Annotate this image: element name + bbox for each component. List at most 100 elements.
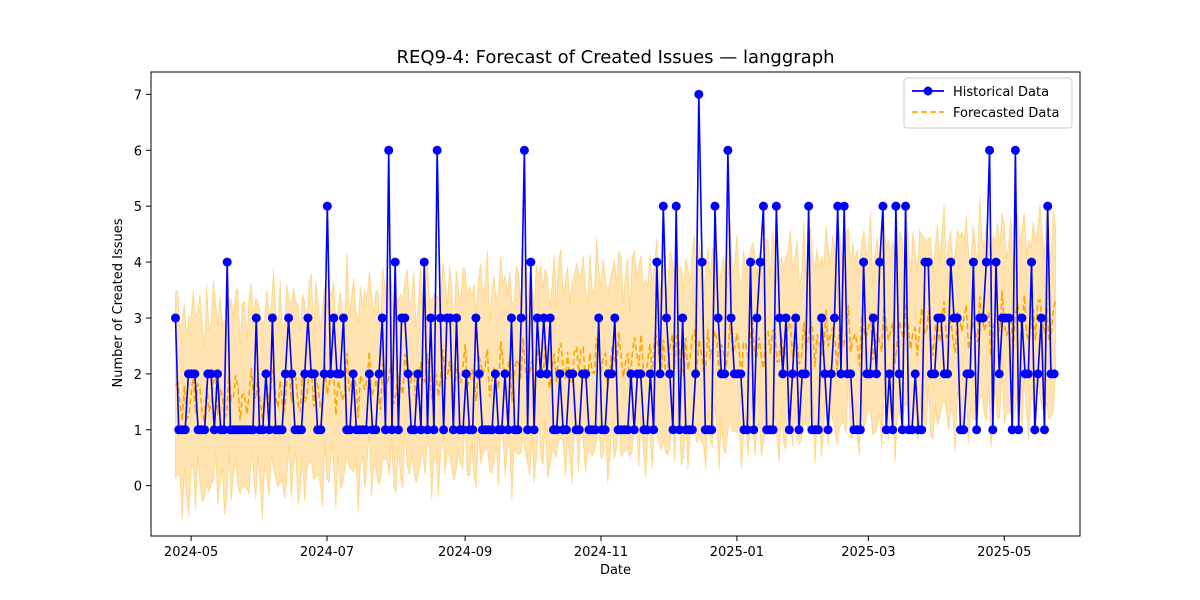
historical-point (823, 425, 833, 435)
historical-point (513, 425, 523, 435)
historical-point (487, 425, 497, 435)
historical-point (348, 369, 358, 379)
historical-point (994, 369, 1004, 379)
historical-point (891, 201, 901, 211)
legend-box (903, 77, 1073, 129)
historical-point (590, 425, 600, 435)
historical-point (820, 369, 830, 379)
legend-historical-marker (923, 86, 933, 96)
historical-point (1023, 369, 1033, 379)
historical-point (791, 313, 801, 323)
historical-point (432, 145, 442, 155)
x-axis-label: Date (600, 563, 631, 578)
historical-point (978, 313, 988, 323)
historical-point (930, 369, 940, 379)
y-tick-label: 4 (134, 256, 142, 271)
historical-point (794, 425, 804, 435)
historical-point (888, 425, 898, 435)
historical-point (894, 369, 904, 379)
historical-point (662, 313, 672, 323)
historical-point (552, 425, 562, 435)
historical-point (965, 369, 975, 379)
historical-point (416, 425, 426, 435)
historical-point (884, 369, 894, 379)
historical-point (800, 369, 810, 379)
historical-point (878, 201, 888, 211)
historical-point (1033, 369, 1043, 379)
y-tick-label: 2 (134, 368, 142, 383)
historical-point (988, 425, 998, 435)
historical-point (668, 425, 678, 435)
historical-point (817, 313, 827, 323)
x-tick-label: 2024-05 (164, 545, 218, 560)
historical-point (445, 313, 455, 323)
historical-point (871, 369, 881, 379)
historical-point (426, 313, 436, 323)
historical-point (461, 369, 471, 379)
historical-point (610, 313, 620, 323)
historical-point (875, 257, 885, 267)
historical-point (400, 313, 410, 323)
historical-point (881, 425, 891, 435)
historical-point (380, 425, 390, 435)
historical-point (200, 425, 210, 435)
historical-point (532, 313, 542, 323)
historical-point (697, 257, 707, 267)
legend: Historical Data Forecasted Data (903, 77, 1073, 129)
historical-point (649, 425, 659, 435)
historical-point (568, 369, 578, 379)
historical-point (752, 313, 762, 323)
historical-point (1004, 313, 1014, 323)
historical-point (839, 201, 849, 211)
historical-point (300, 369, 310, 379)
historical-point (788, 369, 798, 379)
historical-point (694, 89, 704, 99)
historical-point (503, 425, 513, 435)
historical-point (768, 425, 778, 435)
historical-point (642, 425, 652, 435)
historical-point (258, 425, 268, 435)
historical-point (910, 369, 920, 379)
historical-point (419, 257, 429, 267)
historical-point (526, 257, 536, 267)
historical-point (345, 425, 355, 435)
historical-point (1017, 313, 1027, 323)
historical-point (377, 313, 387, 323)
historical-point (720, 369, 730, 379)
historical-point (736, 369, 746, 379)
legend-forecast-label: Forecasted Data (953, 106, 1059, 121)
historical-point (261, 369, 271, 379)
historical-point (623, 425, 633, 435)
historical-point (296, 425, 306, 435)
historical-point (985, 145, 995, 155)
axes-layer: 2024-05 2024-07 2024-09 2024-11 2025-01 2025-… (134, 71, 1081, 560)
historical-point (707, 425, 717, 435)
historical-point (284, 313, 294, 323)
historical-point (213, 369, 223, 379)
historical-point (519, 145, 529, 155)
historical-point (335, 369, 345, 379)
historical-point (1010, 145, 1020, 155)
historical-point (678, 313, 688, 323)
historical-point (746, 257, 756, 267)
historical-point (868, 313, 878, 323)
historical-point (326, 369, 336, 379)
historical-point (1043, 201, 1053, 211)
plot-frame (150, 71, 1081, 537)
historical-point (574, 425, 584, 435)
x-tick-label: 2025-05 (977, 545, 1031, 560)
historical-point (536, 369, 546, 379)
y-axis-label: Number of Created Issues (111, 218, 126, 387)
historical-point (972, 425, 982, 435)
historical-point (742, 425, 752, 435)
historical-point (364, 369, 374, 379)
x-tick-label: 2024-11 (574, 545, 628, 560)
historical-point (180, 425, 190, 435)
historical-point (539, 313, 549, 323)
historical-point (813, 425, 823, 435)
y-tick-label: 5 (134, 200, 142, 215)
historical-point (917, 425, 927, 435)
historical-point (936, 313, 946, 323)
historical-point (329, 313, 339, 323)
